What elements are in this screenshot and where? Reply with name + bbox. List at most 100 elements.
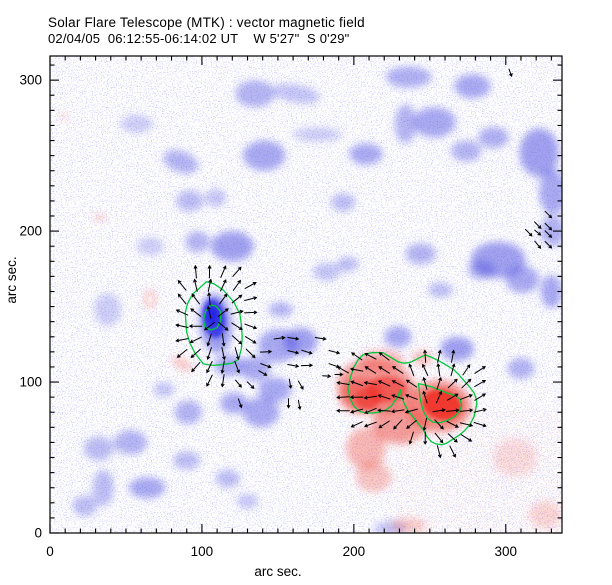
vector-arrow [363,381,378,386]
vector-arrow [177,293,187,305]
vector-arrow [300,363,314,368]
negative-polarity-blob [205,188,227,207]
vector-arrow [349,367,364,372]
vector-arrow [436,376,442,390]
vector-arrow [405,379,418,388]
vector-arrow [377,394,391,400]
vector-arrow [447,433,458,443]
negative-polarity-blob [540,274,562,309]
positive-polarity-blob [94,213,106,222]
vector-arrow [393,419,403,430]
negative-polarity-blob [349,143,383,165]
vector-arrow [534,240,542,250]
negative-polarity-blob [176,190,204,212]
vector-arrow [177,279,187,291]
vector-arrow [459,422,474,427]
vector-arrow [534,221,542,230]
vector-arrow [349,395,364,399]
vector-arrow [423,349,427,363]
positive-polarity-blob [59,113,68,120]
vector-arrow [422,417,427,432]
vector-arrow [461,378,472,389]
vector-arrow [244,323,258,330]
vector-arrow [462,364,471,376]
vector-arrow [423,431,428,445]
negative-polarity-blob [220,392,248,414]
vector-arrow [301,349,313,355]
vector-arrow [350,380,364,387]
vector-arrow [446,408,460,413]
vector-arrow [377,408,391,413]
vector-arrow [350,421,363,428]
axis-ticks [49,56,562,534]
vector-arrow [334,372,344,377]
negative-polarity-blob [451,140,482,162]
vector-arrow [336,381,350,386]
vector-arrow [207,292,211,306]
vector-arrow [231,322,243,331]
negative-polarity-blob [413,107,456,138]
white-hole [147,294,154,304]
vector-arrow [287,336,300,341]
vector-arrow [175,338,189,343]
vector-arrow [408,363,415,377]
negative-polarity-blob [293,127,342,142]
vector-arrow [336,395,350,400]
negative-polarity-blob [384,326,412,348]
vector-arrow [287,350,300,355]
positive-polarity-blob [528,501,562,529]
negative-polarity-blob [119,114,154,133]
negative-polarity-blob [394,104,417,144]
vector-arrow [244,336,257,344]
vector-arrow [314,336,327,341]
vector-arrow [297,380,304,390]
vector-arrow [404,394,418,400]
vector-arrow [434,419,444,430]
vector-arrow [191,361,201,373]
negative-polarity-blob [312,262,341,281]
vector-arrow [234,360,240,374]
vector-arrow [364,353,377,360]
vector-arrow [408,431,414,445]
vector-arrow [404,408,418,414]
y-tick-label: 0 [34,526,42,541]
vector-arrow [287,364,300,368]
vector-arrow [221,347,226,361]
vector-arrow [460,394,473,400]
vector-arrow [336,408,350,413]
negative-polarity-blob [268,302,294,318]
vector-arrow [328,363,341,369]
vector-arrow [544,241,553,249]
negative-polarity-blob [467,261,496,280]
negative-polarity-blob [454,74,491,99]
vector-arrow [207,278,213,292]
vector-arrow [364,366,377,374]
vector-arrow [235,379,242,388]
vector-arrow [189,336,202,344]
vector-arrow [217,308,229,317]
negative-polarity-blob [136,237,164,256]
vector-arrow [378,366,390,374]
vector-arrow [297,399,302,411]
plot-frame [49,55,563,534]
x-tick-label: 200 [343,544,366,559]
vector-arrow [273,336,286,340]
vector-arrow [436,445,442,459]
vector-arrow [437,349,442,363]
field-contour-blue-inner [202,304,222,331]
vector-arrow [219,293,228,305]
positive-polarity-blob [171,356,194,372]
field-contour-blue-outer [184,281,243,367]
vector-arrow [391,380,404,387]
x-tick-label: 300 [495,544,518,559]
vector-arrow [544,230,553,239]
x-tick-label: 0 [46,544,54,559]
vector-arrow [436,363,441,377]
vector-arrow [449,445,456,458]
vector-arrow [364,407,377,414]
vector-arrow [206,333,212,347]
vector-arrow [191,293,200,305]
vector-field-group [175,68,553,459]
vector-arrow [534,229,542,236]
vector-arrow [474,380,487,388]
